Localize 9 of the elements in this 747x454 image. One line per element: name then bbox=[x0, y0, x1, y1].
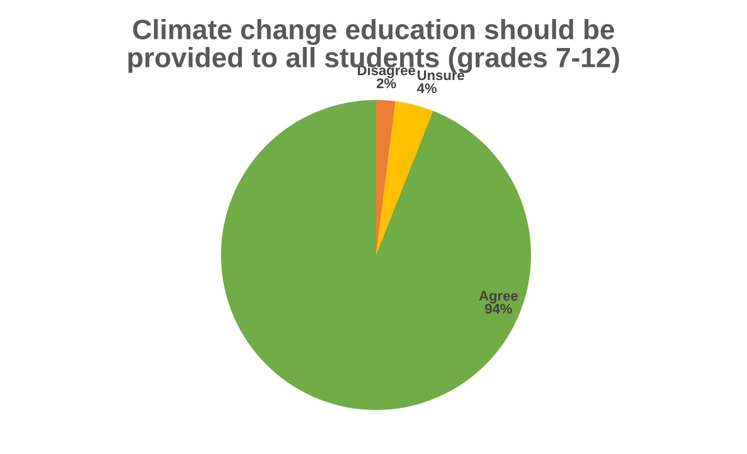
data-label: 94% bbox=[485, 304, 512, 314]
data-label: 2% bbox=[376, 78, 396, 88]
pie-slice bbox=[221, 100, 531, 410]
slice-label: Agree bbox=[479, 291, 518, 304]
pie-slice bbox=[376, 101, 434, 255]
pie-slice bbox=[376, 100, 396, 255]
slice-label: Disagree bbox=[358, 65, 416, 78]
slice-label: Unsure bbox=[418, 70, 464, 80]
data-label: 4% bbox=[417, 83, 437, 94]
